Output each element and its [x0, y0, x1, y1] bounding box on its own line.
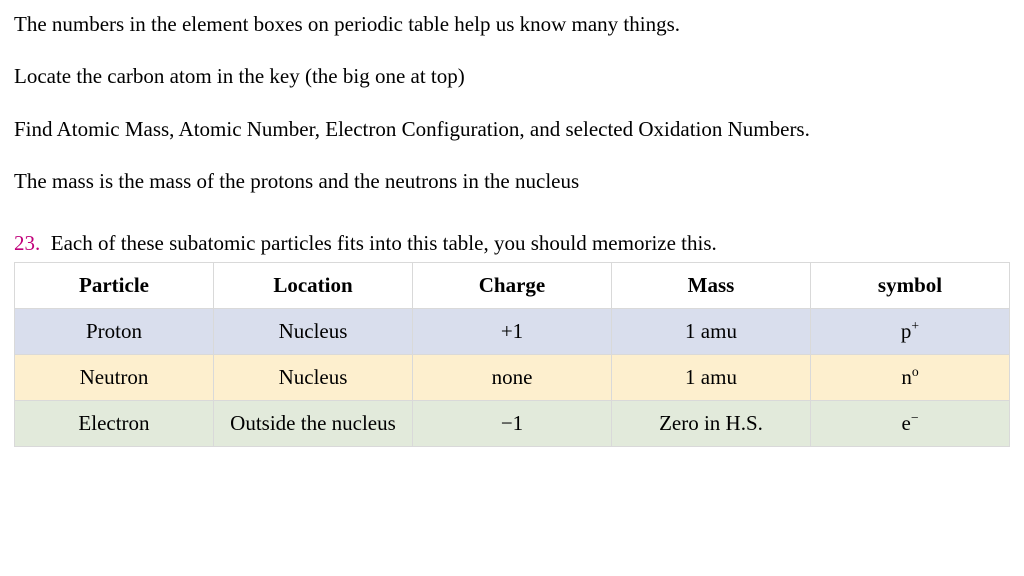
intro-paragraph-3: Find Atomic Mass, Atomic Number, Electro…	[14, 115, 1010, 143]
cell-location: Nucleus	[214, 355, 413, 401]
col-mass: Mass	[612, 263, 811, 309]
cell-symbol: p+	[811, 309, 1010, 355]
question-text: Each of these subatomic particles fits i…	[51, 231, 717, 255]
table-header-row: Particle Location Charge Mass symbol	[15, 263, 1010, 309]
col-symbol: symbol	[811, 263, 1010, 309]
cell-symbol: no	[811, 355, 1010, 401]
col-particle: Particle	[15, 263, 214, 309]
col-location: Location	[214, 263, 413, 309]
cell-symbol: e−	[811, 401, 1010, 447]
cell-particle: Neutron	[15, 355, 214, 401]
cell-location: Outside the nucleus	[214, 401, 413, 447]
cell-particle: Electron	[15, 401, 214, 447]
intro-paragraph-1: The numbers in the element boxes on peri…	[14, 10, 1010, 38]
intro-paragraph-4: The mass is the mass of the protons and …	[14, 167, 1010, 195]
particles-table: Particle Location Charge Mass symbol Pro…	[14, 262, 1010, 447]
table-row: Proton Nucleus +1 1 amu p+	[15, 309, 1010, 355]
cell-location: Nucleus	[214, 309, 413, 355]
table-row: Neutron Nucleus none 1 amu no	[15, 355, 1010, 401]
cell-mass: Zero in H.S.	[612, 401, 811, 447]
table-row: Electron Outside the nucleus −1 Zero in …	[15, 401, 1010, 447]
cell-charge: +1	[413, 309, 612, 355]
cell-charge: −1	[413, 401, 612, 447]
question-line: 23. Each of these subatomic particles fi…	[14, 231, 1010, 256]
cell-mass: 1 amu	[612, 309, 811, 355]
col-charge: Charge	[413, 263, 612, 309]
intro-paragraph-2: Locate the carbon atom in the key (the b…	[14, 62, 1010, 90]
cell-mass: 1 amu	[612, 355, 811, 401]
question-number: 23.	[14, 231, 40, 255]
cell-particle: Proton	[15, 309, 214, 355]
cell-charge: none	[413, 355, 612, 401]
